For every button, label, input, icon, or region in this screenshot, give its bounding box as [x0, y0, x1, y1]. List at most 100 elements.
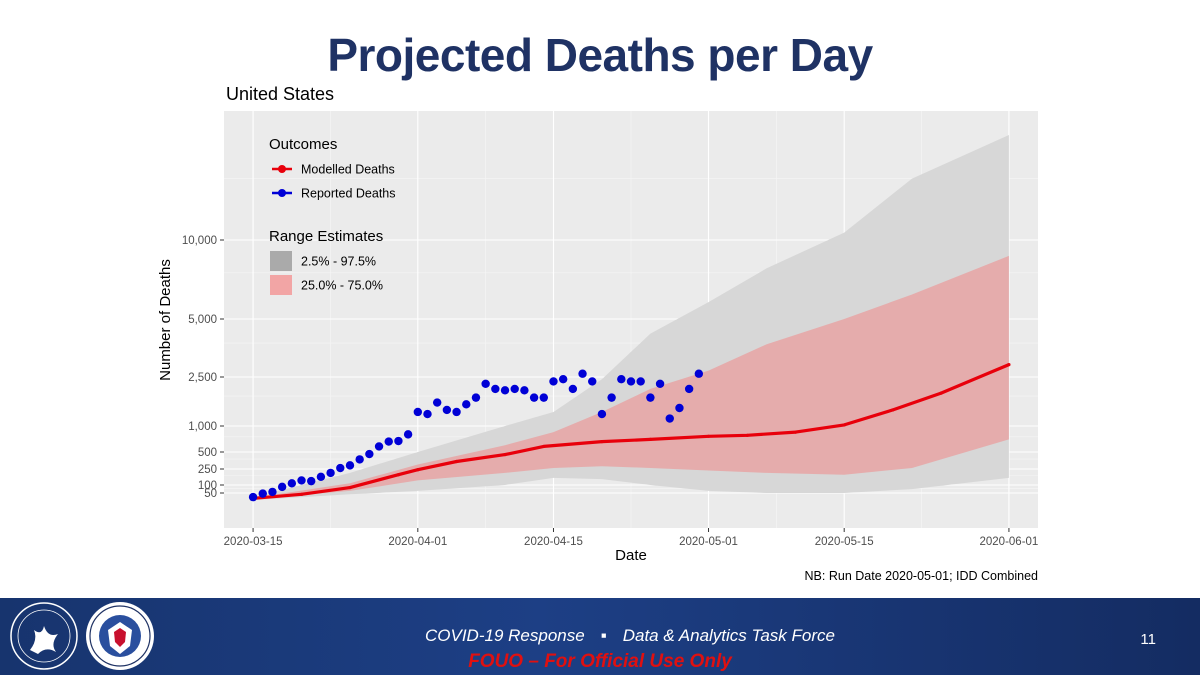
reported-point	[365, 449, 374, 459]
reported-point	[520, 386, 529, 395]
footer-caption: COVID-19 Response ▪ Data & Analytics Task …	[300, 626, 960, 646]
y-tick-label: 1,000	[188, 421, 217, 433]
x-tick-label: 2020-03-15	[224, 536, 283, 548]
reported-point	[626, 377, 636, 386]
x-tick-label: 2020-05-01	[679, 536, 738, 548]
x-axis: 2020-03-15 2020-04-01 2020-04-15 2020-05-01…	[224, 528, 1038, 548]
legend: Outcomes Modelled Deaths Reported Deaths…	[269, 136, 396, 295]
modelled-point	[454, 459, 459, 464]
x-tick-label: 2020-04-01	[388, 536, 447, 548]
y-tick-label: 2,500	[188, 372, 217, 384]
reported-point	[607, 393, 616, 402]
legend-ranges-title: Range Estimates	[269, 228, 383, 245]
reported-point	[481, 379, 490, 389]
modelled-point	[891, 408, 895, 412]
reported-point	[432, 398, 442, 407]
reported-point	[307, 476, 316, 486]
reported-point	[636, 377, 645, 386]
range-bands	[253, 135, 1009, 501]
footer-left-text: COVID-19 Response	[425, 626, 585, 645]
reported-point	[510, 384, 519, 394]
modelled-point	[939, 391, 943, 395]
modelled-point	[1007, 362, 1011, 367]
y-tick-label: 250	[198, 464, 217, 476]
reported-point	[384, 437, 393, 446]
reported-point	[413, 407, 423, 417]
legend-item-modelled: Modelled Deaths	[272, 163, 395, 177]
legend-label-range-95: 2.5% - 97.5%	[301, 255, 376, 269]
modelled-point	[745, 433, 749, 437]
reported-point	[277, 482, 287, 492]
reported-point	[268, 487, 277, 497]
reported-point	[345, 461, 355, 470]
y-tick-label: 5,000	[188, 314, 217, 326]
hhs-seal-icon	[10, 602, 78, 670]
reported-point	[355, 455, 364, 464]
page-number: 11	[1140, 631, 1156, 648]
x-tick-label: 2020-05-15	[815, 536, 874, 548]
legend-outcomes-title: Outcomes	[269, 136, 337, 153]
reported-point	[617, 374, 626, 384]
reported-point	[646, 393, 655, 402]
reported-point	[462, 400, 471, 409]
reported-point	[374, 442, 384, 451]
reported-point	[248, 492, 258, 502]
reported-point	[549, 377, 558, 386]
reported-point	[258, 489, 267, 498]
reported-point	[491, 384, 500, 394]
legend-label-reported: Reported Deaths	[301, 187, 396, 201]
reported-point	[326, 468, 335, 478]
reported-point	[578, 369, 587, 378]
reported-point	[442, 405, 452, 415]
y-axis-label: Number of Deaths	[157, 259, 174, 381]
y-tick-label: 100	[198, 480, 217, 492]
modelled-point	[794, 430, 798, 434]
reported-point	[539, 393, 548, 402]
y-tick-label: 50	[204, 488, 217, 500]
modelled-point	[648, 437, 652, 441]
reported-point	[394, 436, 403, 446]
modelled-point	[299, 492, 304, 496]
reported-point	[500, 386, 510, 395]
y-tick-label: 10,000	[182, 235, 217, 247]
modelled-point	[842, 423, 846, 427]
reported-points	[248, 369, 704, 502]
footer-bar: COVID-19 Response ▪ Data & Analytics Task …	[0, 598, 1200, 675]
reported-point	[558, 374, 568, 384]
modelled-point	[542, 444, 546, 449]
reported-point	[423, 409, 432, 419]
reported-point	[655, 379, 665, 389]
reported-point	[597, 409, 607, 419]
modelled-point	[416, 468, 420, 472]
modelled-point	[706, 434, 711, 438]
legend-item-range-50: 25.0% - 75.0%	[270, 275, 383, 295]
x-axis-label: Date	[615, 547, 647, 564]
classification-banner: FOUO – For Official Use Only	[468, 651, 732, 672]
run-note: NB: Run Date 2020-05-01; IDD Combined	[805, 569, 1039, 583]
reported-point	[452, 407, 461, 417]
modelled-point	[600, 439, 604, 444]
reported-point	[568, 384, 578, 394]
reported-point	[297, 476, 306, 485]
legend-item-reported: Reported Deaths	[272, 187, 396, 201]
footer-separator: ▪	[600, 626, 607, 645]
reported-point	[684, 384, 694, 394]
legend-item-range-95: 2.5% - 97.5%	[270, 251, 376, 271]
reported-point	[316, 472, 326, 482]
chart-title: United States	[226, 84, 334, 104]
modelled-line	[251, 362, 1011, 501]
modelled-point	[348, 485, 352, 490]
modelled-point	[396, 473, 401, 477]
reported-point	[403, 430, 413, 439]
modelled-point	[503, 452, 507, 457]
x-tick-label: 2020-04-15	[524, 536, 583, 548]
dhs-seal-icon	[86, 602, 154, 670]
reported-point	[529, 393, 539, 402]
slide-title: Projected Deaths per Day	[327, 29, 873, 81]
reported-point	[287, 479, 297, 488]
reported-point	[665, 414, 674, 423]
reported-point	[336, 463, 345, 473]
legend-label-range-50: 25.0% - 75.0%	[301, 279, 383, 293]
